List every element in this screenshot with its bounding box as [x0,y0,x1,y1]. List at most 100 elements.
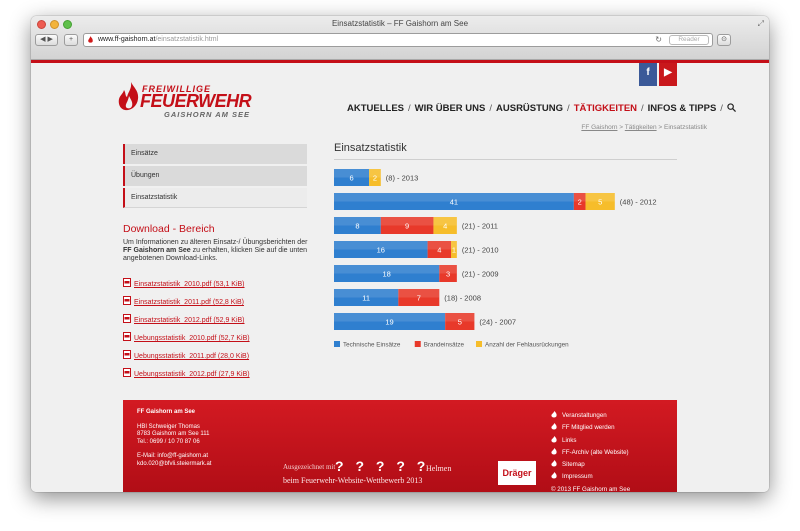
footer-copyright: © 2013 FF Gaishorn am See [551,485,631,492]
bar-segment [369,169,381,186]
search-icon[interactable] [727,103,736,112]
bar-total-label: (21) - 2009 [462,270,499,279]
bar-segment [573,193,586,210]
bar-total-label: (24) - 2007 [479,318,516,327]
nav-item-aktuelles[interactable]: AKTUELLES [347,103,404,114]
nav-item-infos-tipps[interactable]: INFOS & TIPPS [647,103,717,114]
bar-segment-highlight [585,193,615,202]
download-link-label: Uebungsstatistik_2011.pdf (28,0 KiB) [134,353,250,360]
footer-link[interactable]: Veranstaltungen [551,410,630,422]
download-link[interactable]: Einsatzstatistik_2010.pdf (53,1 KiB) [123,278,250,296]
title-bar: Einsatzstatistik – FF Gaishorn am See ⤢ … [31,16,769,60]
bar-segment-highlight [573,193,586,202]
bar-value-label: 3 [446,270,450,279]
sidebar-item-einsatzstatistik[interactable]: Einsatzstatistik [123,188,307,208]
sidebar-item-einsaetze[interactable]: Einsätze [123,144,307,164]
bar-segment [334,265,440,282]
bar-total-label: (21) - 2010 [462,246,499,255]
bar-segment [334,217,381,234]
bar-segment [585,193,615,210]
footer-link[interactable]: Sitemap [551,459,630,471]
bar-segment [439,265,457,282]
nav-separator: / [489,103,493,114]
bar-value-label: 4 [443,222,447,231]
bar-value-label: 9 [405,222,409,231]
flame-icon [551,411,557,418]
site-favicon-icon [88,36,93,43]
bar-total-label: (18) - 2008 [444,294,481,303]
zoom-window-button[interactable] [63,20,72,29]
award-helmen-word: Helmen [426,464,452,473]
downloads-icon[interactable]: ⊙ [717,34,731,46]
logo-line-2: FEUERWEHR [140,91,252,111]
award-prefix: Ausgezeichnet mit [283,463,336,471]
download-link[interactable]: Einsatzstatistik_2011.pdf (52,8 KiB) [123,296,250,314]
fullscreen-icon[interactable]: ⤢ [757,19,764,28]
download-link[interactable]: Uebungsstatistik_2010.pdf (52,7 KiB) [123,332,250,350]
bar-value-label: 1 [452,246,456,255]
site-logo[interactable]: FREIWILLIGE FEUERWEHR GAISHORN AM SEE [118,80,258,120]
download-link-label: Einsatzstatistik_2012.pdf (52,9 KiB) [134,317,245,324]
nav-item-taetigkeiten[interactable]: TÄTIGKEITEN [573,103,638,114]
bar-segment-highlight [334,265,440,274]
bar-segment-highlight [445,313,475,322]
download-text-end: zu erhalten, klicken Sie auf die unten a… [123,247,308,262]
download-link[interactable]: Uebungsstatistik_2011.pdf (28,0 KiB) [123,350,250,368]
sidebar: Einsätze Übungen Einsatzstatistik [123,144,307,210]
bar-segment-highlight [398,289,440,298]
download-link-label: Einsatzstatistik_2011.pdf (52,8 KiB) [134,299,244,306]
nav-separator: / [720,103,723,114]
bar-segment [433,217,457,234]
pdf-icon [123,368,131,377]
nav-item-ausruestung[interactable]: AUSRÜSTUNG [496,103,564,114]
footer-email-1[interactable]: E-Mail: info@ff-gaishorn.at [137,453,209,460]
legend-swatch [476,341,482,347]
logo-line-1: FREIWILLIGE [142,84,211,94]
bar-segment [398,289,440,306]
bar-value-label: 2 [373,174,377,183]
bar-segment-highlight [380,217,434,226]
back-forward-button[interactable]: ◀ ▶ [35,34,58,46]
download-text-start: Um Informationen zu älteren Einsatz-/ Üb… [123,239,308,246]
download-link[interactable]: Einsatzstatistik_2012.pdf (52,9 KiB) [123,314,250,332]
bar-value-label: 19 [385,318,393,327]
reload-icon[interactable]: ↻ [655,35,662,44]
download-heading: Download - Bereich [123,223,215,235]
bar-segment-highlight [334,193,574,202]
facebook-icon[interactable]: f [639,63,657,86]
footer-link[interactable]: Links [551,435,630,447]
breadcrumb-current: Einsatzstatistik [664,124,707,131]
bar-value-label: 11 [362,294,370,303]
minimize-window-button[interactable] [50,20,59,29]
footer-email-2[interactable]: kdo.020@bfvli.steiermark.at [137,460,212,467]
nav-item-wir-ueber-uns[interactable]: WIR ÜBER UNS [414,103,486,114]
flame-icon [551,460,557,467]
footer-contact-name: HBI Schweiger Thomas [137,423,200,430]
footer-link[interactable]: FF-Archiv (alte Website) [551,447,630,459]
footer-link-label: FF-Archiv (alte Website) [562,448,629,456]
add-bookmark-button[interactable]: + [64,34,78,46]
bar-segment-highlight [427,241,451,250]
bar-value-label: 5 [458,318,462,327]
download-text-bold: FF Gaishorn am See [123,247,191,254]
nav-separator: / [408,103,411,114]
title-divider [334,159,677,160]
pdf-icon [123,314,131,323]
download-link-label: Uebungsstatistik_2012.pdf (27,9 KiB) [134,371,250,378]
reader-button[interactable]: Reader [669,35,709,45]
top-accent-bar [31,60,769,63]
award-line-2: beim Feuerwehr-Website-Wettbewerb 2013 [283,476,423,485]
close-window-button[interactable] [37,20,46,29]
youtube-icon[interactable]: ▶ [659,63,677,86]
address-bar[interactable]: www.ff-gaishorn.at/einsatzstatistik.html… [83,33,713,47]
footer-link[interactable]: FF Mitglied werden [551,422,630,434]
draeger-logo[interactable]: Dräger [498,461,536,485]
bar-total-label: (21) - 2011 [462,222,498,231]
download-description: Um Informationen zu älteren Einsatz-/ Üb… [123,239,308,263]
sidebar-item-uebungen[interactable]: Übungen [123,166,307,186]
breadcrumb-home[interactable]: FF Gaishorn [581,124,618,131]
footer-link[interactable]: Impressum [551,471,630,483]
breadcrumb-parent[interactable]: Tätigkeiten [624,124,657,131]
bar-segment-highlight [433,217,457,226]
download-link[interactable]: Uebungsstatistik_2012.pdf (27,9 KiB) [123,368,250,386]
